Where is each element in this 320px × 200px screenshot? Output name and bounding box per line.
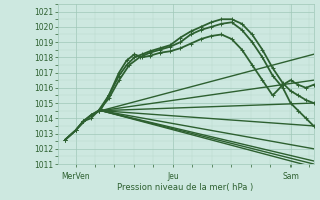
X-axis label: Pression niveau de la mer( hPa ): Pression niveau de la mer( hPa ) (117, 183, 254, 192)
